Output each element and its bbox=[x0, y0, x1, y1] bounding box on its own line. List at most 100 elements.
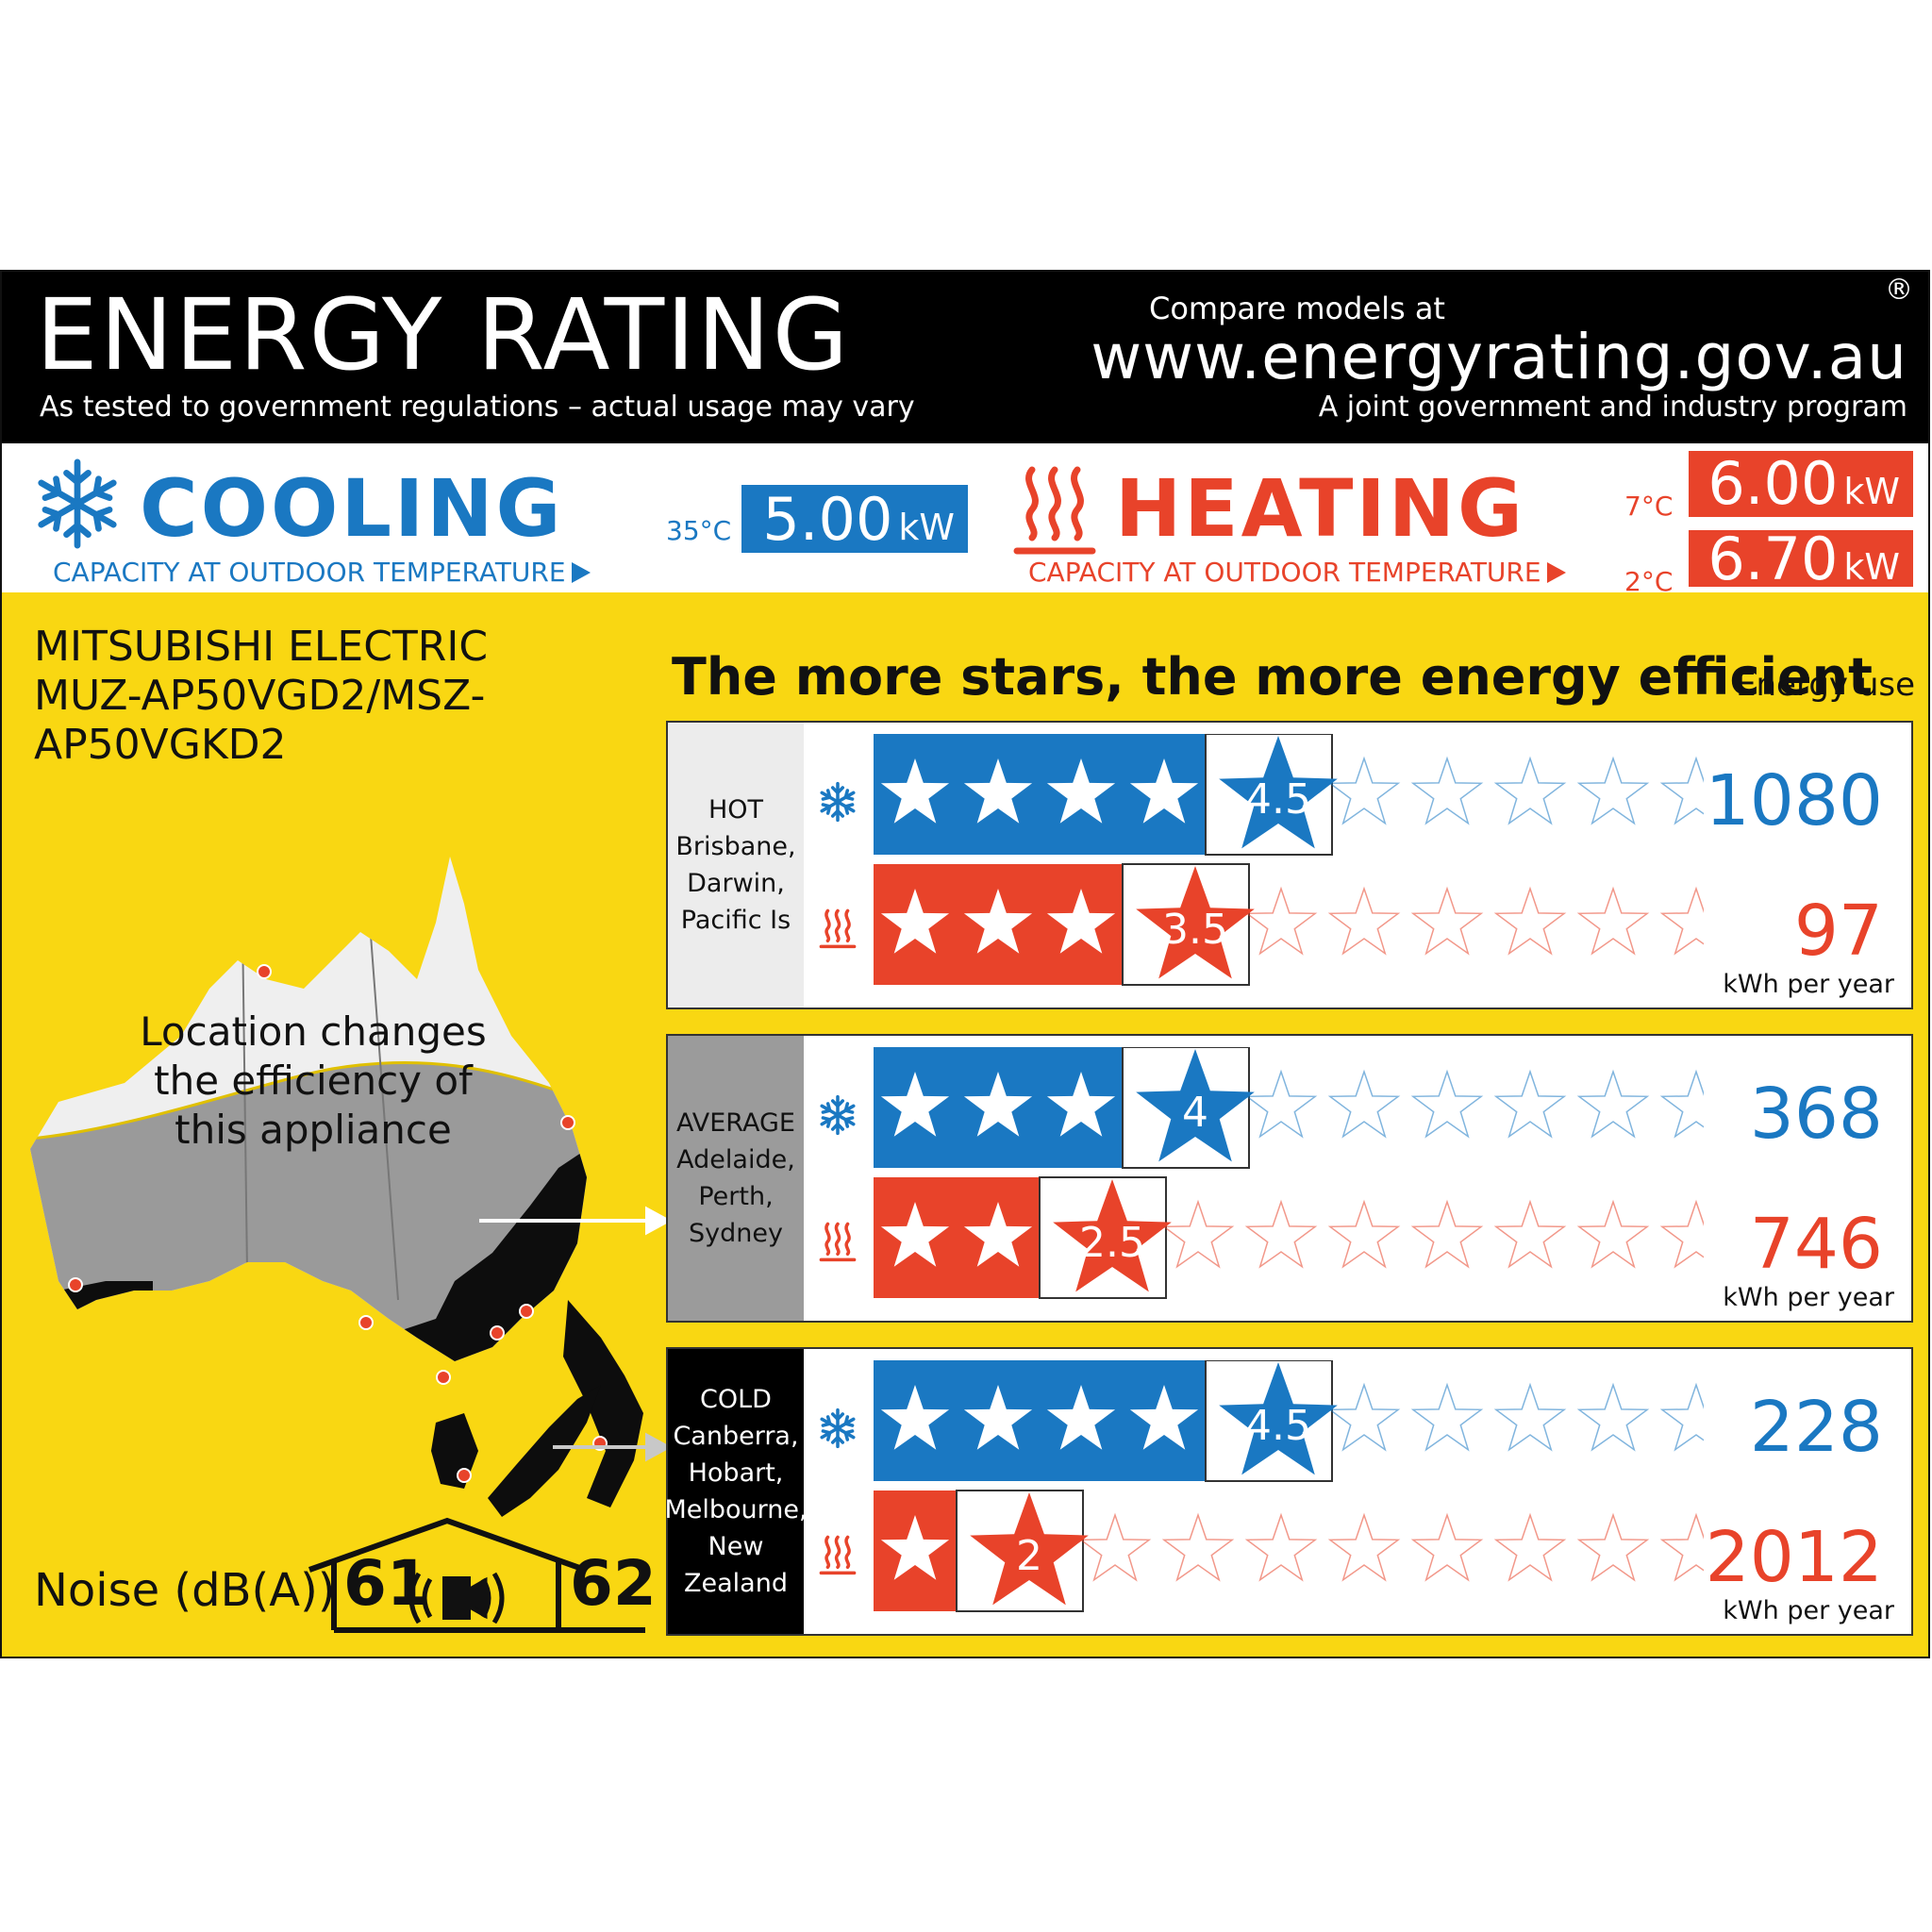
heating-empty-star bbox=[1493, 1512, 1567, 1582]
heating-empty-star bbox=[1493, 1199, 1567, 1269]
zone-city: Canberra, bbox=[673, 1422, 799, 1451]
heating-filled-star bbox=[880, 889, 950, 954]
cooling-empty-star bbox=[1327, 756, 1401, 825]
heating-capacity-1-value: 6.00 bbox=[1707, 449, 1839, 518]
heating-empty-star bbox=[1493, 886, 1567, 956]
cooling-empty-star bbox=[1244, 1069, 1318, 1139]
zone-city: Melbourne, bbox=[664, 1495, 808, 1524]
zone-city: Brisbane, bbox=[675, 832, 796, 861]
cooling-empty-star bbox=[1576, 1382, 1650, 1452]
label-title: ENERGY RATING bbox=[36, 277, 851, 392]
energy-use-unit: kWh per year bbox=[1723, 1283, 1894, 1312]
heat-waves-icon bbox=[819, 1222, 857, 1262]
cooling-filled-star bbox=[880, 1385, 950, 1450]
cooling-title: COOLING bbox=[140, 462, 564, 555]
cooling-filled-star bbox=[1046, 1072, 1116, 1137]
heat-waves-icon bbox=[819, 908, 857, 949]
cooling-empty-star bbox=[1659, 1069, 1704, 1139]
cooling-rating-star bbox=[1136, 1049, 1255, 1162]
cooling-filled-star bbox=[1046, 1385, 1116, 1450]
map-caption-line: Location changes bbox=[140, 1008, 487, 1055]
star-rating-rows: 4.52 bbox=[874, 1360, 1704, 1612]
zone-city: Sydney bbox=[689, 1219, 783, 1248]
zone-city: Hobart, bbox=[688, 1458, 784, 1488]
heating-empty-star bbox=[1161, 1512, 1235, 1582]
cooling-empty-star bbox=[1493, 1382, 1567, 1452]
heating-energy-use: 97 bbox=[1793, 891, 1883, 972]
registered-mark: ® bbox=[1885, 274, 1913, 307]
cooling-empty-star bbox=[1659, 756, 1704, 825]
heating-rating-value: 2 bbox=[1016, 1532, 1042, 1580]
energy-use-unit: kWh per year bbox=[1723, 970, 1894, 999]
average-zone-arrow bbox=[553, 1432, 672, 1462]
heating-rating-value: 3.5 bbox=[1162, 906, 1228, 954]
heating-rating-value: 2.5 bbox=[1079, 1219, 1145, 1267]
heating-empty-star bbox=[1327, 886, 1401, 956]
cooling-energy-use: 1080 bbox=[1705, 760, 1883, 841]
cooling-capacity-box: 5.00 kW bbox=[741, 485, 968, 553]
cooling-empty-star bbox=[1327, 1382, 1401, 1452]
website-link[interactable]: www.energyrating.gov.au bbox=[1091, 321, 1907, 393]
zone-panel-hot: HOT Brisbane, Darwin, Pacific Is 4.5 3.5 … bbox=[666, 721, 1913, 1009]
heating-rating-star bbox=[970, 1492, 1089, 1606]
test-disclaimer: As tested to government regulations – ac… bbox=[40, 391, 915, 424]
heat-waves-icon bbox=[1013, 466, 1096, 555]
compare-text: Compare models at bbox=[1149, 291, 1445, 326]
zone-city: Perth, bbox=[698, 1182, 774, 1211]
cooling-filled-star bbox=[963, 758, 1033, 824]
cooling-empty-star bbox=[1410, 1069, 1484, 1139]
heating-capacity-subtitle: CAPACITY AT OUTDOOR TEMPERATURE bbox=[1028, 557, 1566, 588]
heating-filled-star bbox=[880, 1202, 950, 1267]
heating-rating-star bbox=[1053, 1179, 1172, 1292]
cooling-empty-star bbox=[1659, 1382, 1704, 1452]
heating-empty-star bbox=[1410, 1199, 1484, 1269]
heating-empty-star bbox=[1078, 1512, 1152, 1582]
star-rating-rows: 4.5 3.5 bbox=[874, 734, 1704, 986]
heating-empty-star bbox=[1659, 886, 1704, 956]
capacity-row: COOLING CAPACITY AT OUTDOOR TEMPERATURE … bbox=[2, 443, 1928, 597]
indoor-noise-value: 61 bbox=[343, 1547, 430, 1620]
cooling-energy-use: 228 bbox=[1749, 1387, 1883, 1468]
arrow-right-icon bbox=[571, 562, 591, 583]
zone-name: HOT bbox=[708, 795, 764, 824]
heating-title: HEATING bbox=[1115, 462, 1525, 555]
snowflake-icon bbox=[817, 1407, 858, 1449]
cooling-test-temp: 35°C bbox=[666, 515, 732, 546]
efficiency-tagline: The more stars, the more energy efficien… bbox=[672, 647, 1873, 707]
cooling-empty-star bbox=[1410, 1382, 1484, 1452]
cooling-energy-use: 368 bbox=[1749, 1074, 1883, 1155]
heating-test-temp-2: 2°C bbox=[1624, 566, 1674, 597]
zone-panel-average: AVERAGE Adelaide, Perth, Sydney 4 2.5 368… bbox=[666, 1034, 1913, 1323]
cooling-rating-star bbox=[1219, 1362, 1338, 1475]
snowflake-icon bbox=[38, 458, 117, 549]
heating-empty-star bbox=[1244, 1512, 1318, 1582]
zone-panel-cold: COLD Canberra, Hobart, Melbourne, New Ze… bbox=[664, 1347, 1913, 1636]
heating-empty-star bbox=[1659, 1512, 1704, 1582]
map-caption-line: this appliance bbox=[175, 1107, 452, 1153]
heating-empty-star bbox=[1327, 1199, 1401, 1269]
heating-filled-star bbox=[963, 889, 1033, 954]
cooling-rating-star bbox=[1219, 736, 1338, 849]
heating-empty-star bbox=[1576, 1512, 1650, 1582]
heating-energy-use: 746 bbox=[1749, 1204, 1883, 1285]
cooling-filled-star bbox=[1046, 758, 1116, 824]
zone-label-cold: COLD Canberra, Hobart, Melbourne, New Ze… bbox=[664, 1349, 808, 1634]
star-rating-rows: 42.5 bbox=[874, 1047, 1704, 1299]
noise-label: Noise (dB(A)) bbox=[34, 1564, 336, 1617]
cooling-filled-star bbox=[880, 1072, 950, 1137]
program-note: A joint government and industry program bbox=[1318, 391, 1907, 424]
cooling-empty-star bbox=[1576, 756, 1650, 825]
heating-capacity-box-1: 6.00 kW bbox=[1689, 451, 1913, 517]
hot-zone-arrow bbox=[479, 1206, 672, 1236]
zone-city: Pacific Is bbox=[680, 906, 791, 935]
heating-capacity-box-2: 6.70 kW bbox=[1689, 530, 1913, 589]
heat-waves-icon bbox=[819, 1535, 857, 1575]
cooling-capacity-value: 5.00 bbox=[762, 485, 893, 554]
energy-use-unit: kWh per year bbox=[1723, 1596, 1894, 1625]
zone-label-hot: HOT Brisbane, Darwin, Pacific Is bbox=[668, 723, 804, 1008]
cooling-capacity-unit: kW bbox=[898, 507, 955, 548]
cooling-empty-star bbox=[1327, 1069, 1401, 1139]
heating-empty-star bbox=[1576, 1199, 1650, 1269]
heating-empty-star bbox=[1327, 1512, 1401, 1582]
cooling-filled-star bbox=[1129, 758, 1199, 824]
